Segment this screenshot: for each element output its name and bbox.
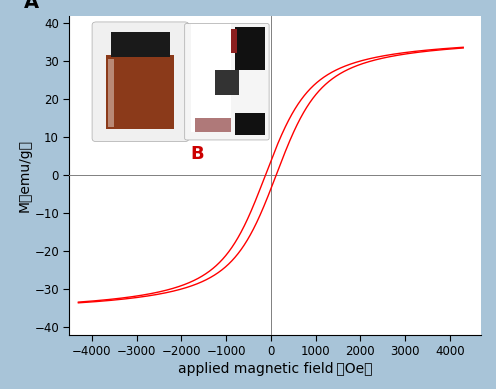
FancyBboxPatch shape — [92, 22, 189, 142]
FancyBboxPatch shape — [185, 23, 269, 140]
Bar — [195, 118, 231, 132]
Bar — [215, 70, 239, 95]
Bar — [111, 32, 170, 57]
Bar — [235, 112, 265, 135]
Bar — [191, 25, 231, 132]
Text: B: B — [190, 145, 204, 163]
Bar — [107, 55, 175, 129]
Bar — [235, 27, 265, 70]
Text: A: A — [24, 0, 39, 12]
Bar — [108, 59, 114, 127]
X-axis label: applied magnetic field （Oe）: applied magnetic field （Oe） — [178, 362, 372, 376]
Bar — [231, 28, 238, 53]
Y-axis label: M（emu/g）: M（emu/g） — [17, 138, 31, 212]
